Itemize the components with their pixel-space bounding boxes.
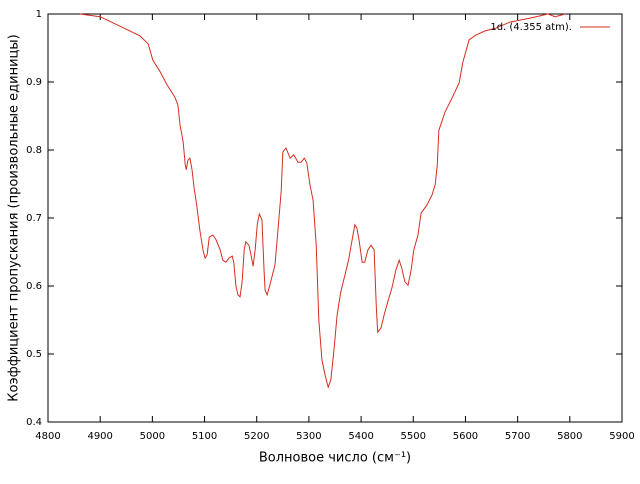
x-tick-label: 5000 <box>140 431 165 442</box>
x-axis-label: Волновое число (см⁻¹) <box>259 451 411 466</box>
x-tick-label: 5700 <box>505 431 530 442</box>
y-tick-label: 0.6 <box>26 281 42 292</box>
data-line <box>79 13 566 390</box>
x-tick-label: 5600 <box>453 431 478 442</box>
x-tick-label: 5500 <box>401 431 426 442</box>
x-tick-label: 5400 <box>348 431 373 442</box>
x-tick-label: 4900 <box>87 431 112 442</box>
x-tick-label: 5300 <box>296 431 321 442</box>
x-tick-label: 5100 <box>192 431 217 442</box>
x-tick-label: 5800 <box>557 431 582 442</box>
x-tick-label: 5200 <box>244 431 269 442</box>
x-tick-label: 5900 <box>609 431 634 442</box>
y-tick-label: 0.8 <box>26 145 42 156</box>
plot-frame <box>47 13 623 423</box>
y-tick-label: 0.5 <box>26 349 42 360</box>
y-tick-label: 0.4 <box>26 417 42 428</box>
y-tick-label: 0.9 <box>26 77 42 88</box>
y-axis-label: Коэффициент пропускания (произвольные ед… <box>7 34 22 401</box>
x-tick-label: 4800 <box>35 431 60 442</box>
y-tick-label: 1 <box>36 9 42 20</box>
y-tick-label: 0.7 <box>26 213 42 224</box>
legend-label: 1d. (4.355 atm). <box>490 22 572 33</box>
